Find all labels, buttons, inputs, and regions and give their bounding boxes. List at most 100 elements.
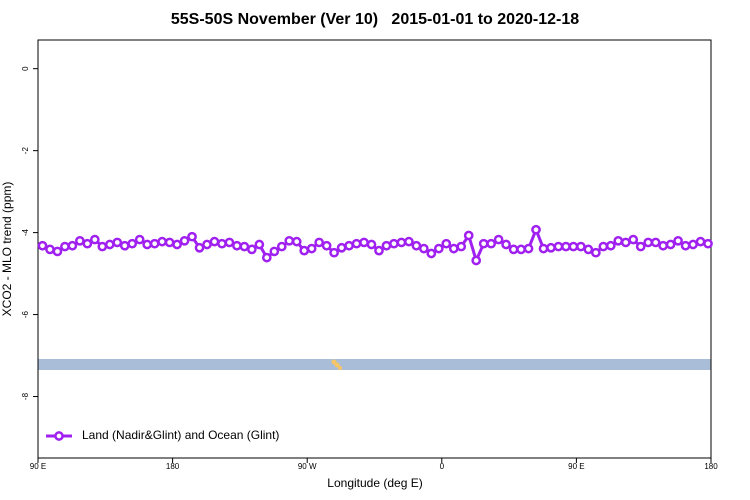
data-point <box>104 239 115 250</box>
data-point <box>329 247 339 258</box>
x-tick-label: 180 <box>704 462 718 471</box>
data-point <box>284 235 295 246</box>
data-point <box>209 236 220 247</box>
data-point <box>561 241 571 252</box>
data-point <box>97 241 108 252</box>
data-point <box>89 234 100 245</box>
data-point <box>224 237 235 248</box>
data-point <box>172 239 182 250</box>
data-point <box>516 244 526 255</box>
data-point <box>374 245 384 256</box>
data-point <box>441 238 452 249</box>
y-tick-label: -4 <box>21 229 30 237</box>
data-point <box>433 243 444 254</box>
x-axis-label: Longitude (deg E) <box>327 476 422 490</box>
data-point <box>583 244 594 255</box>
data-point <box>411 240 422 251</box>
y-axis-label: XCO2 - MLO trend (ppm) <box>0 182 14 317</box>
x-tick-label: 180 <box>166 462 180 471</box>
data-point <box>187 231 197 242</box>
data-point <box>67 240 78 251</box>
data-point <box>179 235 190 246</box>
data-point <box>478 238 489 249</box>
data-point <box>531 224 541 235</box>
data-point <box>613 235 624 246</box>
data-point <box>493 234 504 245</box>
data-point <box>239 241 250 252</box>
data-point <box>635 241 646 252</box>
data-point <box>658 240 668 251</box>
data-point <box>52 246 63 257</box>
data-point <box>344 240 354 251</box>
data-point <box>508 244 519 255</box>
data-point <box>598 241 609 252</box>
data-point <box>306 243 317 254</box>
data-point <box>501 239 511 250</box>
x-tick-label: 0 <box>440 462 445 471</box>
data-point <box>194 242 205 253</box>
plot-frame <box>37 39 712 459</box>
data-point <box>75 235 85 246</box>
data-point <box>247 244 257 255</box>
x-tick-label: 90 E <box>568 462 584 471</box>
data-point <box>351 238 362 249</box>
data-point <box>419 243 429 254</box>
data-point <box>37 240 48 251</box>
data-point <box>60 241 70 252</box>
data-point <box>456 241 467 252</box>
data-point <box>553 241 564 252</box>
data-point <box>82 238 93 249</box>
data-point <box>673 235 683 246</box>
data-point <box>276 241 287 252</box>
data-point <box>149 238 160 249</box>
land-dot <box>338 366 342 370</box>
data-point <box>381 240 392 251</box>
x-tick-label: 90 W <box>298 462 317 471</box>
data-point <box>620 237 631 248</box>
data-point <box>291 236 302 247</box>
data-point <box>134 234 145 245</box>
data-point <box>366 239 377 250</box>
data-point <box>217 238 227 249</box>
data-point <box>703 238 713 249</box>
data-point <box>321 240 332 251</box>
y-tick-label: 0 <box>21 66 30 71</box>
data-point <box>157 236 167 247</box>
data-point <box>486 238 497 249</box>
data-point <box>269 246 280 257</box>
legend-marker <box>54 431 64 441</box>
y-tick-label: -6 <box>21 310 30 318</box>
data-point <box>404 236 414 247</box>
data-point <box>538 243 549 254</box>
data-point <box>576 241 586 252</box>
data-point <box>202 239 212 250</box>
data-point <box>471 255 482 266</box>
y-tick-label: -2 <box>21 147 30 155</box>
data-point <box>299 245 310 256</box>
data-point <box>650 237 661 248</box>
data-point <box>314 237 325 248</box>
y-tick-label: -8 <box>21 392 30 400</box>
data-point <box>164 237 175 248</box>
data-point <box>680 240 691 251</box>
data-point <box>261 252 272 263</box>
data-point <box>127 238 138 249</box>
data-point <box>695 236 706 247</box>
data-point <box>590 247 601 258</box>
data-point <box>628 234 639 245</box>
data-point <box>45 244 55 255</box>
data-point <box>359 237 369 248</box>
data-point <box>688 239 698 250</box>
data-point <box>463 230 474 241</box>
x-tick-label: 90 E <box>30 462 46 471</box>
data-point <box>112 237 123 248</box>
data-point <box>396 237 407 248</box>
data-point <box>546 242 556 253</box>
land-ocean-band <box>38 359 711 370</box>
data-point <box>254 239 265 250</box>
data-point <box>389 238 399 249</box>
chart-title: 55S-50S November (Ver 10) 2015-01-01 to … <box>171 11 579 28</box>
data-point <box>426 248 437 259</box>
